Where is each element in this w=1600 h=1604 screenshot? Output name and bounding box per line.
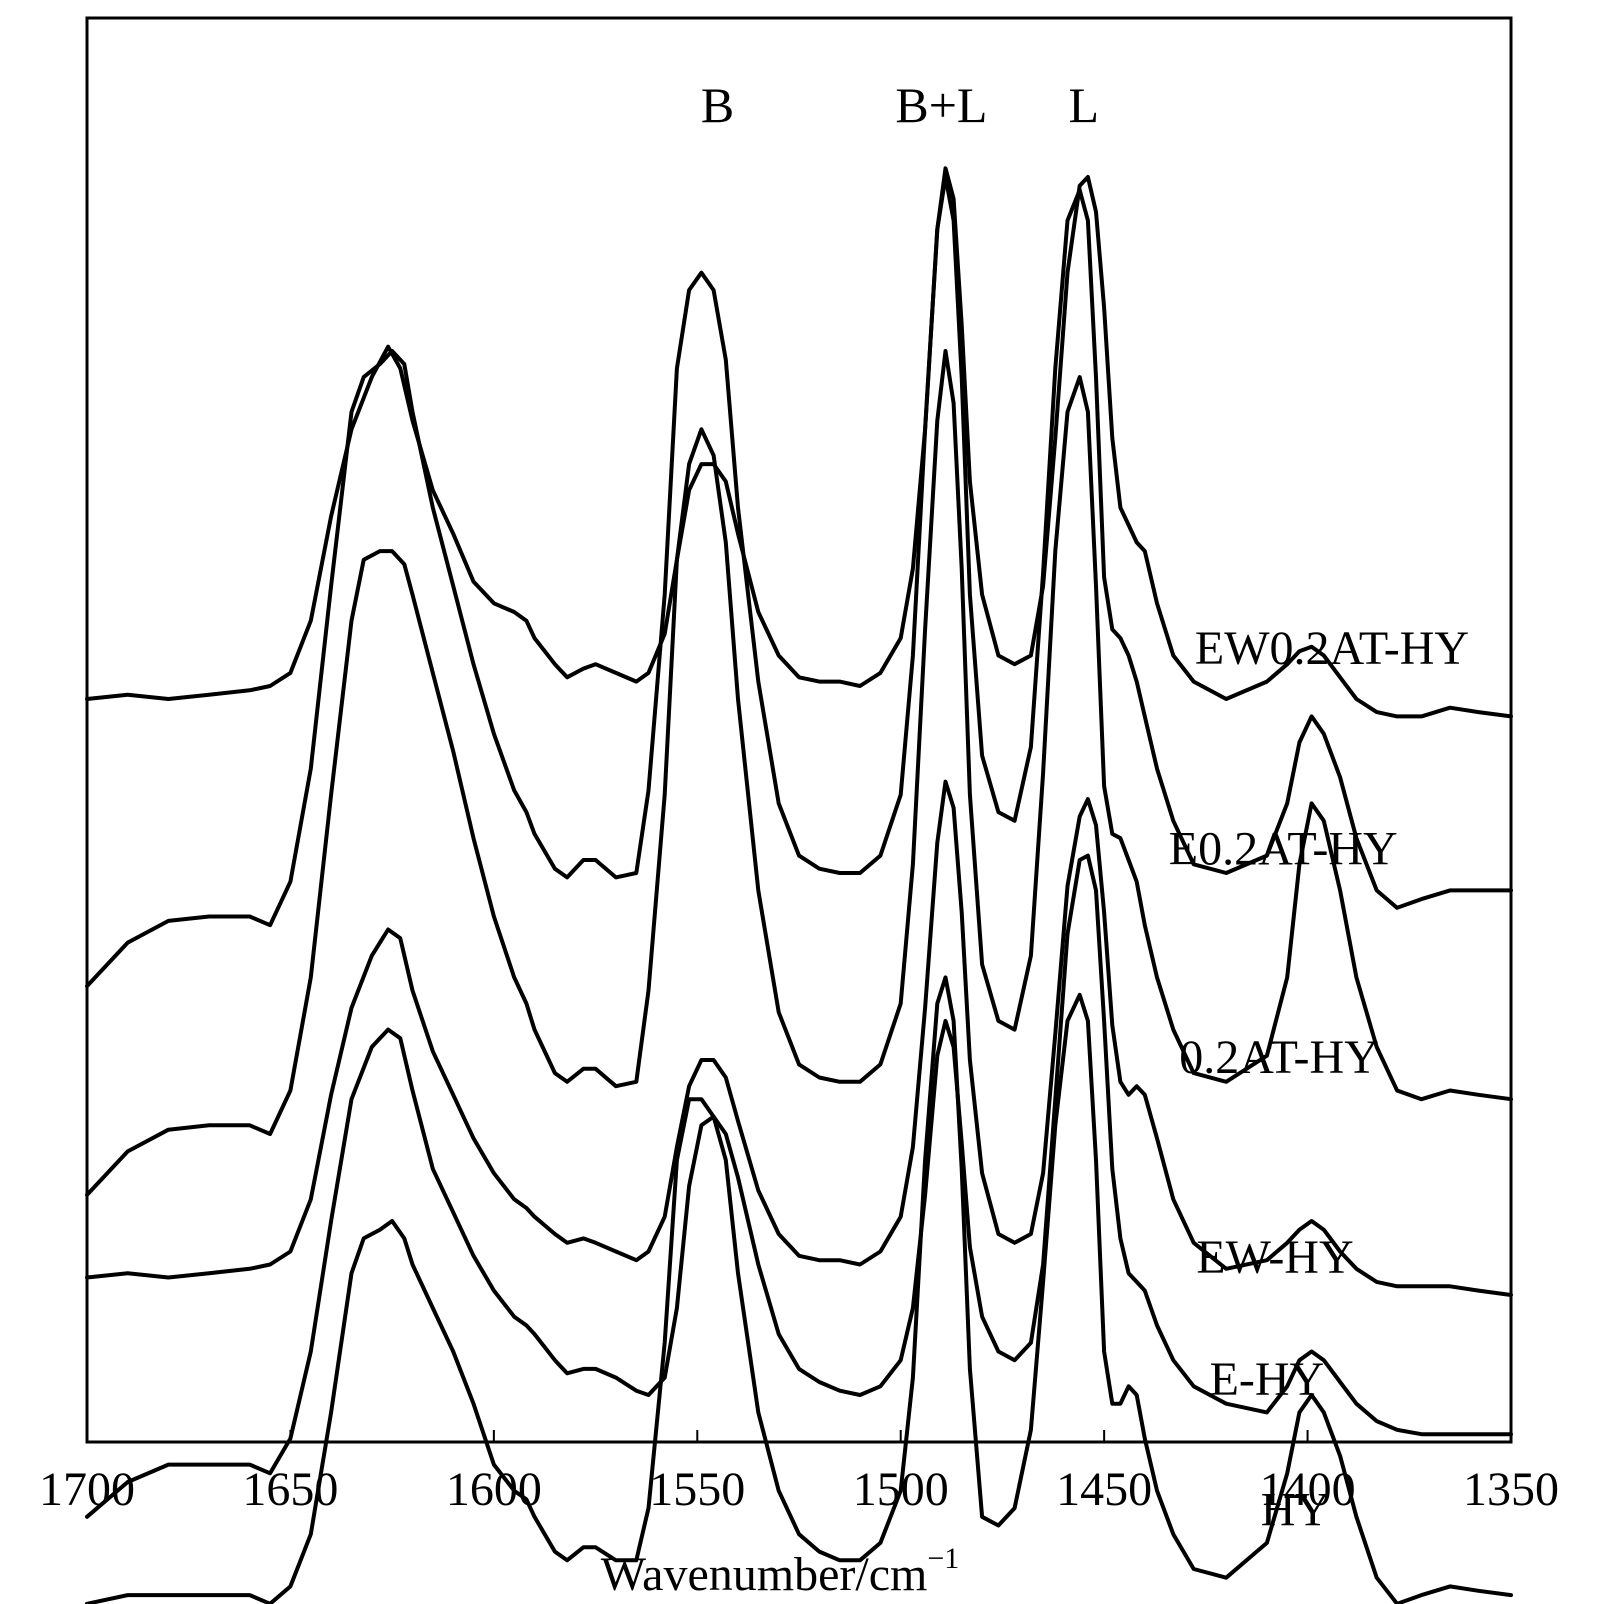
peak-label-l: L bbox=[1069, 77, 1100, 133]
series-line-e0-2at-hy bbox=[85, 175, 1513, 989]
x-axis-label: Wavenumber/cm−1 bbox=[601, 1542, 960, 1601]
x-tick-label: 1650 bbox=[242, 1463, 338, 1516]
series-label-ew0-2at-hy: EW0.2AT-HY bbox=[1195, 622, 1469, 675]
series-group bbox=[85, 166, 1513, 1604]
x-tick-label: 1500 bbox=[853, 1463, 949, 1516]
peak-label-b: B bbox=[701, 77, 734, 133]
x-tick-label: 1350 bbox=[1463, 1463, 1559, 1516]
x-tick-label: 1450 bbox=[1056, 1463, 1152, 1516]
x-tick-label: 1600 bbox=[446, 1463, 542, 1516]
peak-labels: B B+L L bbox=[701, 77, 1099, 133]
series-label-0-2at-hy: 0.2AT-HY bbox=[1179, 1031, 1379, 1084]
series-line-hy bbox=[85, 975, 1513, 1604]
x-tick-label: 1400 bbox=[1260, 1463, 1356, 1516]
x-axis-ticks: 1700 1650 1600 1550 1500 1450 1400 1350 bbox=[39, 1430, 1559, 1516]
series-label-hy: HY bbox=[1261, 1484, 1330, 1537]
series-labels: EW0.2AT-HY E0.2AT-HY 0.2AT-HY EW-HY E-HY HY bbox=[1169, 622, 1469, 1536]
series-line-e-hy bbox=[85, 853, 1513, 1519]
series-line-ew-hy bbox=[85, 779, 1513, 1297]
x-tick-label: 1700 bbox=[39, 1463, 135, 1516]
series-label-ew-hy: EW-HY bbox=[1196, 1231, 1353, 1284]
x-tick-label: 1550 bbox=[649, 1463, 745, 1516]
peak-label-b-l: B+L bbox=[895, 77, 987, 133]
series-label-e0-2at-hy: E0.2AT-HY bbox=[1169, 822, 1398, 875]
plot-frame bbox=[85, 16, 1513, 1444]
series-label-e-hy: E-HY bbox=[1210, 1353, 1325, 1406]
series-line-0-2at-hy bbox=[85, 349, 1513, 1197]
